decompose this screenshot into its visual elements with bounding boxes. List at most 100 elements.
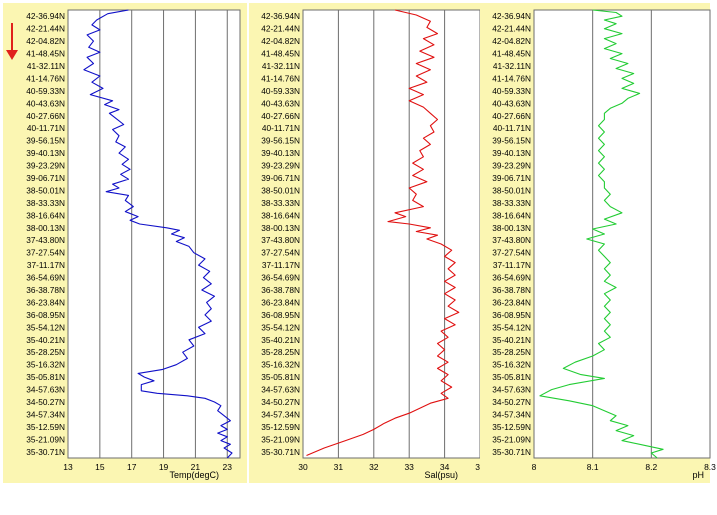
x-tick-label: 33 [404, 462, 414, 472]
y-tick-label: 40-59.33N [261, 86, 300, 96]
y-tick-label: 37-43.80N [26, 235, 65, 245]
y-tick-label: 35-28.25N [26, 347, 65, 357]
y-tick-label: 38-50.01N [261, 185, 300, 195]
y-tick-label: 39-40.13N [492, 148, 531, 158]
y-tick-label: 39-56.15N [492, 136, 531, 146]
y-tick-label: 42-04.82N [26, 36, 65, 46]
y-tick-label: 36-54.69N [492, 273, 531, 283]
y-tick-label: 39-23.29N [26, 161, 65, 171]
y-tick-label: 37-27.54N [261, 248, 300, 258]
y-tick-label: 34-50.27N [26, 397, 65, 407]
y-tick-label: 39-06.71N [261, 173, 300, 183]
y-tick-label: 40-27.66N [261, 111, 300, 121]
y-tick-label: 41-48.45N [261, 49, 300, 59]
y-tick-label: 35-54.12N [261, 322, 300, 332]
series-line-3 [539, 9, 664, 459]
y-tick-label: 42-04.82N [261, 36, 300, 46]
y-tick-label: 35-54.12N [26, 322, 65, 332]
y-tick-label: 34-57.34N [492, 409, 531, 419]
x-tick-label: 8 [532, 462, 537, 472]
x-tick-label: 30 [298, 462, 308, 472]
x-tick-label: 19 [159, 462, 169, 472]
y-tick-label: 41-48.45N [492, 49, 531, 59]
y-tick-label: 36-38.78N [261, 285, 300, 295]
y-tick-label: 36-54.69N [261, 273, 300, 283]
y-tick-label: 40-27.66N [26, 111, 65, 121]
y-tick-label: 38-16.64N [261, 210, 300, 220]
y-tick-label: 35-28.25N [492, 347, 531, 357]
x-tick-label: 32 [369, 462, 379, 472]
x-tick-label: 23 [223, 462, 233, 472]
y-tick-label: 34-57.63N [26, 385, 65, 395]
y-tick-label: 38-00.13N [261, 223, 300, 233]
y-tick-label: 36-54.69N [26, 273, 65, 283]
y-tick-label: 36-23.84N [26, 297, 65, 307]
y-tick-label: 36-08.95N [26, 310, 65, 320]
x-axis-label: Sal(psu) [424, 470, 458, 480]
y-tick-label: 42-36.94N [492, 11, 531, 21]
y-tick-label: 40-11.71N [493, 123, 531, 133]
y-tick-label: 41-14.76N [261, 73, 300, 83]
y-tick-label: 40-27.66N [492, 111, 531, 121]
x-tick-label: 15 [95, 462, 105, 472]
y-tick-label: 39-40.13N [261, 148, 300, 158]
y-tick-label: 38-50.01N [26, 185, 65, 195]
y-tick-label: 36-08.95N [261, 310, 300, 320]
y-tick-label: 35-40.21N [26, 335, 65, 345]
y-tick-label: 37-43.80N [492, 235, 531, 245]
y-tick-label: 36-23.84N [492, 297, 531, 307]
y-tick-label: 37-11.17N [262, 260, 300, 270]
x-tick-label: 8.3 [704, 462, 716, 472]
y-tick-label: 38-33.33N [261, 198, 300, 208]
y-tick-label: 35-21.09N [26, 434, 65, 444]
y-tick-label: 40-43.63N [261, 98, 300, 108]
down-arrow-head-icon [6, 50, 18, 60]
series-line-1 [83, 9, 233, 459]
y-tick-label: 40-11.71N [27, 123, 65, 133]
y-tick-label: 35-30.71N [26, 447, 65, 457]
y-tick-label: 42-21.44N [26, 24, 65, 34]
y-tick-label: 41-14.76N [26, 73, 65, 83]
y-tick-label: 38-33.33N [26, 198, 65, 208]
x-tick-label: 17 [127, 462, 137, 472]
y-tick-label: 40-11.71N [262, 123, 300, 133]
y-tick-label: 39-40.13N [26, 148, 65, 158]
plot-area-2 [302, 9, 481, 459]
plot-area-3 [533, 9, 711, 459]
y-tick-label: 35-54.12N [492, 322, 531, 332]
x-tick-label: 13 [63, 462, 73, 472]
y-tick-label: 41-14.76N [492, 73, 531, 83]
y-tick-label: 42-36.94N [261, 11, 300, 21]
x-tick-label: 21 [191, 462, 201, 472]
y-tick-label: 38-16.64N [492, 210, 531, 220]
x-tick-label: 34 [440, 462, 450, 472]
y-tick-label: 40-43.63N [492, 98, 531, 108]
y-tick-label: 38-33.33N [492, 198, 531, 208]
y-tick-label: 38-00.13N [26, 223, 65, 233]
y-tick-label: 37-43.80N [261, 235, 300, 245]
y-tick-label: 35-05.81N [261, 372, 300, 382]
y-tick-label: 41-32.11N [493, 61, 531, 71]
x-tick-label: 8.1 [587, 462, 599, 472]
y-tick-label: 40-59.33N [26, 86, 65, 96]
y-tick-label: 35-30.71N [261, 447, 300, 457]
y-tick-label: 39-06.71N [492, 173, 531, 183]
y-tick-label: 35-40.21N [492, 335, 531, 345]
y-tick-label: 40-43.63N [26, 98, 65, 108]
x-axis-label: pH [692, 470, 704, 480]
y-tick-label: 36-08.95N [492, 310, 531, 320]
y-tick-label: 39-56.15N [261, 136, 300, 146]
series-line-2 [306, 9, 460, 457]
y-tick-label: 35-40.21N [261, 335, 300, 345]
y-tick-label: 42-36.94N [26, 11, 65, 21]
y-tick-label: 36-38.78N [492, 285, 531, 295]
y-tick-label: 35-16.32N [492, 360, 531, 370]
y-tick-label: 35-16.32N [261, 360, 300, 370]
y-tick-label: 34-50.27N [261, 397, 300, 407]
y-tick-label: 35-21.09N [492, 434, 531, 444]
y-tick-label: 34-57.34N [26, 409, 65, 419]
y-tick-label: 41-32.11N [27, 61, 65, 71]
y-tick-label: 34-57.63N [261, 385, 300, 395]
y-tick-label: 34-57.34N [261, 409, 300, 419]
